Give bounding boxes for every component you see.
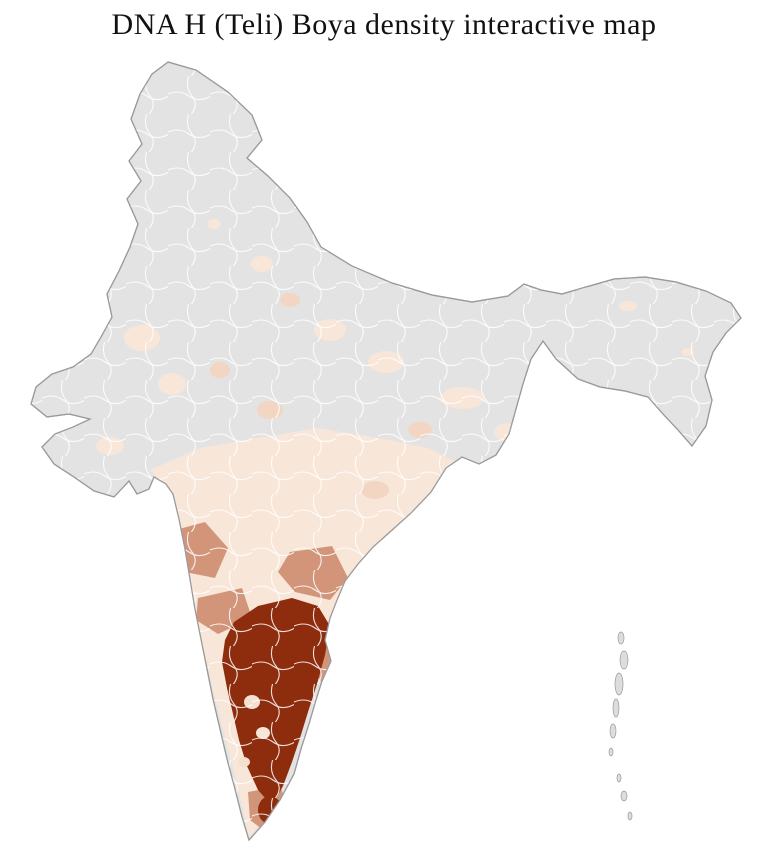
island[interactable] bbox=[614, 672, 624, 696]
district-borders-overlay bbox=[31, 62, 741, 840]
island[interactable] bbox=[617, 631, 625, 645]
island[interactable] bbox=[627, 811, 633, 821]
page-title: DNA H (Teli) Boya density interactive ma… bbox=[111, 8, 657, 41]
andaman-nicobar-islands bbox=[608, 631, 633, 821]
island[interactable] bbox=[619, 650, 629, 670]
island[interactable] bbox=[616, 773, 622, 783]
island[interactable] bbox=[609, 723, 617, 739]
island[interactable] bbox=[608, 747, 614, 757]
dark-spot-bengal[interactable] bbox=[507, 454, 519, 470]
island[interactable] bbox=[620, 790, 628, 802]
island[interactable] bbox=[612, 698, 620, 718]
